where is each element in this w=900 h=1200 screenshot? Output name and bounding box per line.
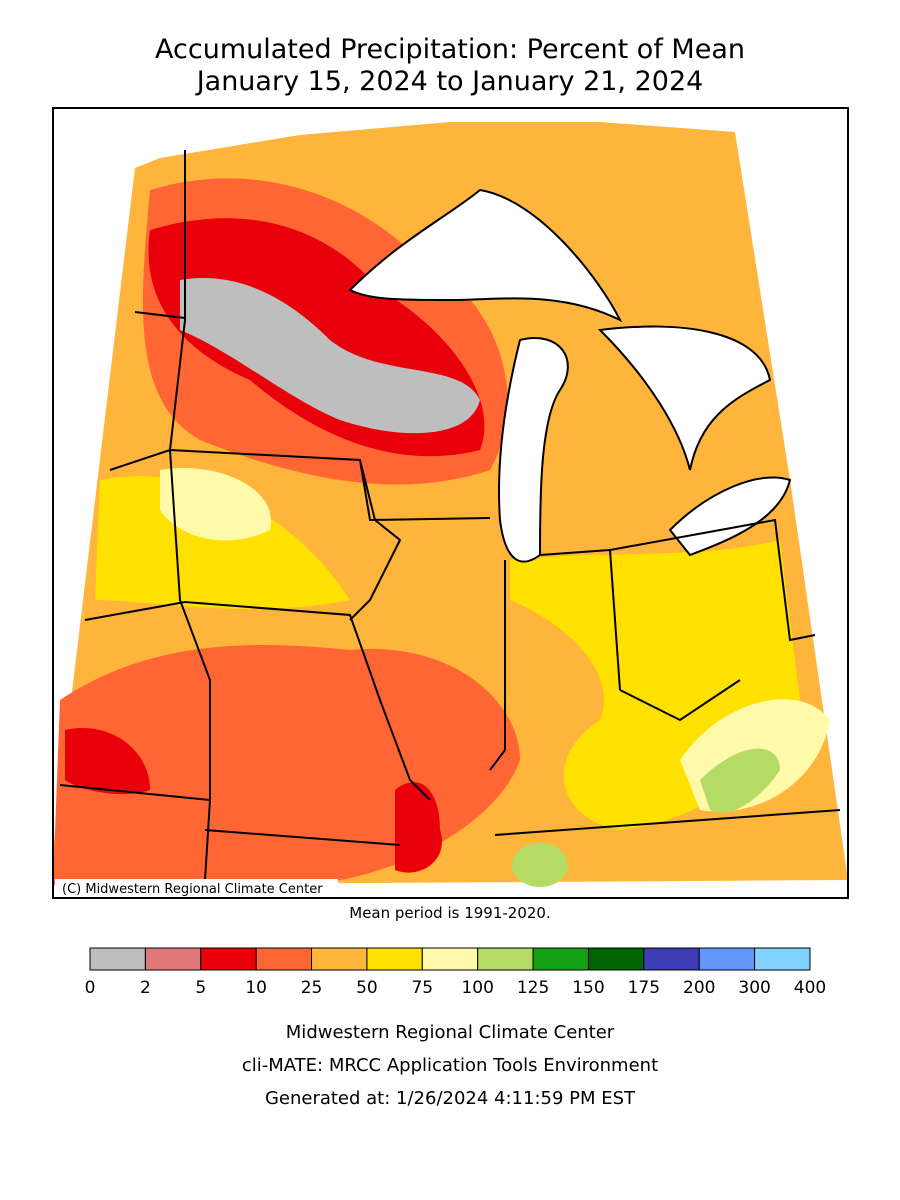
mean-period: Mean period is 1991-2020. — [349, 904, 550, 922]
legend-tick-label: 125 — [517, 978, 549, 998]
precip-area — [700, 748, 780, 813]
precip-area — [95, 476, 350, 609]
legend-tick-label: 2 — [140, 978, 151, 998]
legend-tick-label: 10 — [245, 978, 267, 998]
legend-tick-label: 25 — [301, 978, 323, 998]
legend-tick-label: 50 — [356, 978, 378, 998]
legend-tick-label: 75 — [411, 978, 433, 998]
legend-swatch — [255, 947, 313, 971]
map-frame — [52, 107, 849, 899]
legend-swatch — [698, 947, 756, 971]
legend-tick-label: 5 — [195, 978, 206, 998]
precip-area — [160, 468, 272, 541]
lake — [668, 476, 792, 557]
title-line: January 15, 2024 to January 21, 2024 — [195, 66, 704, 97]
map: (C) Midwestern Regional Climate Center — [52, 107, 849, 899]
copyright-box — [55, 879, 338, 897]
legend-tick-label: 150 — [572, 978, 604, 998]
footer-line: Midwestern Regional Climate Center — [286, 1022, 615, 1043]
legend-swatch — [643, 947, 700, 971]
legend-swatch — [587, 947, 645, 971]
precip-area — [180, 278, 480, 434]
legend-swatch — [311, 947, 368, 971]
legend-swatch — [532, 947, 589, 971]
precip-area — [65, 728, 150, 795]
legend-swatch — [366, 947, 423, 971]
state-boundary — [59, 150, 841, 881]
legend-tick-label: 175 — [628, 978, 660, 998]
legend-tick-label: 400 — [794, 978, 826, 998]
legend: 0 2 5 10 25 50 75 100 125 150 175 200 300 400 — [85, 947, 826, 998]
legend-tick-label: 100 — [461, 978, 493, 998]
legend-tick-label: 300 — [738, 978, 770, 998]
footer-line: cli-MATE: MRCC Application Tools Environ… — [242, 1055, 658, 1076]
legend-swatch — [477, 947, 534, 971]
legend-swatch — [200, 947, 257, 971]
legend-swatch — [421, 947, 479, 971]
copyright: (C) Midwestern Regional Climate Center — [62, 882, 323, 897]
legend-swatch — [754, 947, 811, 971]
footer-line: Generated at: 1/26/2024 4:11:59 PM EST — [265, 1088, 636, 1109]
title-line: Accumulated Precipitation: Percent of Me… — [155, 34, 745, 65]
lake — [348, 188, 623, 323]
legend-swatch — [89, 947, 146, 971]
precip-area — [512, 843, 568, 887]
precip-area — [395, 782, 442, 873]
lake — [597, 325, 772, 471]
legend-swatch — [144, 947, 202, 971]
legend-tick-label: 0 — [85, 978, 96, 998]
legend-tick-label: 200 — [683, 978, 715, 998]
